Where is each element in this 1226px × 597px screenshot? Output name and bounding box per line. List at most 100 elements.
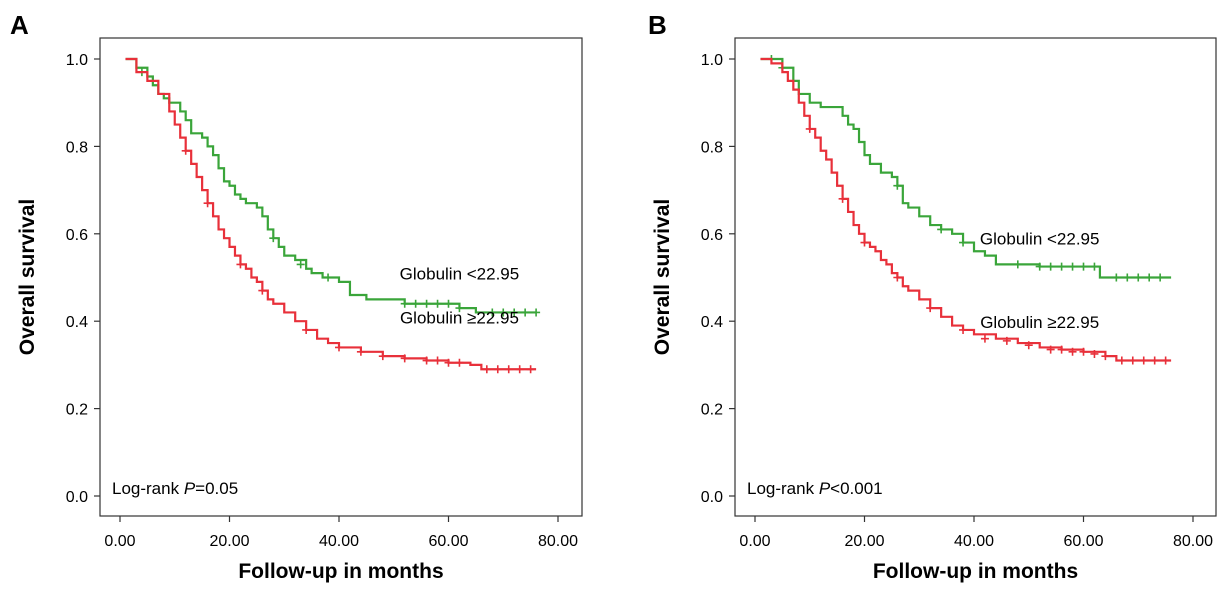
series-label: Globulin ≥22.95: [400, 308, 519, 327]
censor-mark: [400, 354, 409, 363]
censor-mark: [1068, 347, 1077, 356]
censor-mark: [1139, 356, 1148, 365]
x-tick-label: 0.00: [104, 533, 135, 550]
censor-mark: [1150, 356, 1159, 365]
censor-mark: [1161, 356, 1170, 365]
x-tick-label: 80.00: [538, 533, 578, 550]
censor-mark: [515, 365, 524, 374]
y-tick-label: 1.0: [701, 52, 723, 69]
log-rank-p: P: [819, 479, 831, 498]
x-axis-title: Follow-up in months: [238, 560, 443, 583]
y-tick-label: 1.0: [66, 52, 88, 69]
censor-mark: [1112, 273, 1121, 282]
y-tick-label: 0.2: [66, 402, 88, 419]
censor-mark: [302, 325, 311, 334]
censor-mark: [1057, 262, 1066, 271]
plot-frame: [734, 37, 1217, 517]
y-tick-label: 0.0: [701, 489, 723, 506]
x-tick-label: 60.00: [428, 533, 468, 550]
x-tick-label: 20.00: [844, 533, 884, 550]
log-rank-annotation: Log-rank P<0.001: [747, 479, 883, 498]
log-rank-annotation: Log-rank P=0.05: [112, 479, 238, 498]
panel-label-b: B: [648, 10, 667, 40]
y-axis-title: Overall survival: [651, 199, 674, 355]
y-tick-label: 0.4: [66, 314, 88, 331]
censor-mark: [1068, 262, 1077, 271]
censor-mark: [532, 308, 541, 317]
censor-mark: [1145, 273, 1154, 282]
x-tick-label: 40.00: [954, 533, 994, 550]
panel-a: A 0.0 0.2 0.4 0.6 0.8 1.0 0.00 20.00 40.00 60.00 8…: [10, 10, 583, 583]
censor-mark: [444, 299, 453, 308]
censor-mark: [433, 299, 442, 308]
censor-mark: [959, 238, 968, 247]
censor-mark: [504, 365, 513, 374]
log-rank-prefix: Log-rank: [112, 479, 184, 498]
censor-mark: [482, 365, 491, 374]
censor-mark: [444, 358, 453, 367]
censor-mark: [805, 124, 814, 133]
censor-mark: [236, 260, 245, 269]
censor-mark: [181, 146, 190, 155]
log-rank-value: <0.001: [830, 479, 882, 498]
censor-mark: [203, 199, 212, 208]
survival-curve-b-0: [760, 57, 1172, 279]
censor-mark: [488, 308, 497, 317]
censor-mark: [521, 308, 530, 317]
censor-mark: [1035, 262, 1044, 271]
log-rank-value: =0.05: [195, 479, 238, 498]
censor-mark: [493, 365, 502, 374]
censor-mark: [1134, 273, 1143, 282]
survival-curve-a-0: [125, 57, 537, 314]
y-tick-label: 0.8: [701, 139, 723, 156]
x-tick-label: 40.00: [319, 533, 359, 550]
censor-mark: [1090, 262, 1099, 271]
censor-mark: [1024, 341, 1033, 350]
plot-area-b: 0.0 0.2 0.4 0.6 0.8 1.0 0.00 20.00 40.00 60.00 80.…: [651, 37, 1217, 583]
censor-mark: [937, 225, 946, 234]
series-label: Globulin <22.95: [400, 265, 520, 284]
censor-mark: [1013, 260, 1022, 269]
censor-mark: [526, 365, 535, 374]
censor-mark: [1101, 352, 1110, 361]
x-tick-label: 80.00: [1173, 533, 1213, 550]
x-axis-title: Follow-up in months: [873, 560, 1078, 583]
censor-mark: [1079, 347, 1088, 356]
censor-mark: [422, 299, 431, 308]
censor-mark: [499, 308, 508, 317]
censor-mark: [455, 304, 464, 313]
y-tick-label: 0.2: [701, 402, 723, 419]
censor-mark: [1079, 262, 1088, 271]
censor-mark: [1117, 356, 1126, 365]
censor-mark: [1046, 262, 1055, 271]
censor-mark: [838, 194, 847, 203]
censor-mark: [1123, 273, 1132, 282]
plot-frame: [99, 37, 583, 517]
censor-mark: [356, 347, 365, 356]
censor-mark: [1090, 349, 1099, 358]
plot-area-a: 0.0 0.2 0.4 0.6 0.8 1.0 0.00 20.00 40.00 60.00 80.…: [16, 37, 583, 583]
series-label: Globulin ≥22.95: [980, 313, 1099, 332]
log-rank-p: P: [184, 479, 196, 498]
y-axis-title: Overall survival: [16, 199, 39, 355]
log-rank-prefix: Log-rank: [747, 479, 819, 498]
x-tick-label: 0.00: [739, 533, 770, 550]
censor-mark: [378, 352, 387, 361]
censor-mark: [335, 343, 343, 352]
x-tick-label: 60.00: [1063, 533, 1103, 550]
y-tick-label: 0.0: [66, 489, 88, 506]
censor-mark: [296, 260, 305, 269]
censor-mark: [980, 334, 989, 343]
censor-mark: [893, 181, 902, 190]
y-tick-label: 0.6: [66, 227, 88, 244]
censor-mark: [1128, 356, 1137, 365]
censor-mark: [926, 304, 935, 313]
censor-mark: [422, 356, 431, 365]
censor-mark: [893, 273, 902, 282]
censor-mark: [1046, 345, 1055, 354]
panel-label-a: A: [10, 10, 29, 40]
y-tick-label: 0.4: [701, 314, 723, 331]
censor-mark: [1057, 345, 1066, 354]
censor-mark: [411, 299, 420, 308]
